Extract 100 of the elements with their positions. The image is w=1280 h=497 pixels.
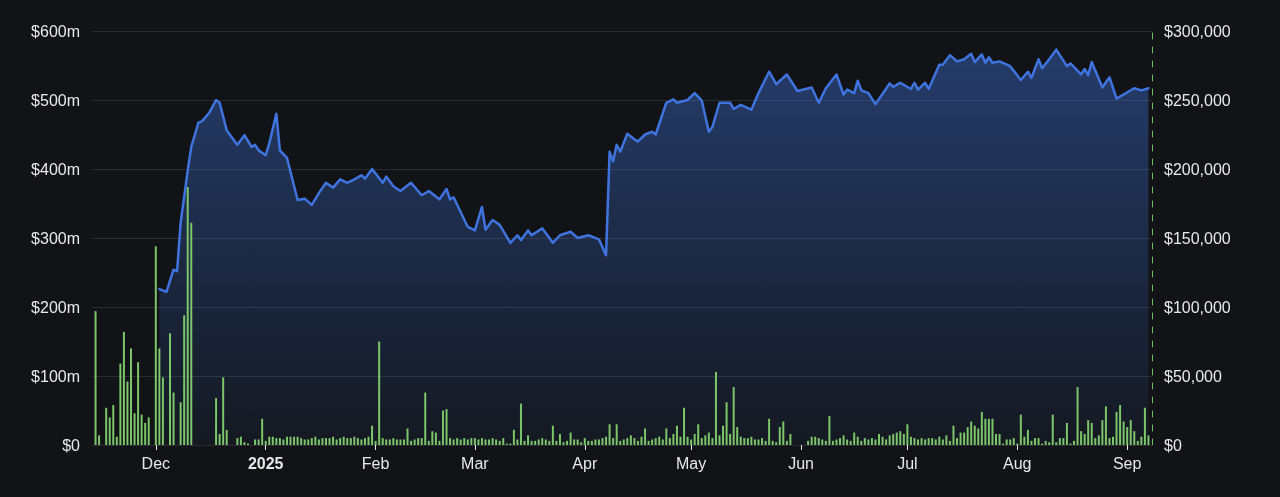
bar bbox=[328, 438, 331, 445]
bar bbox=[466, 439, 469, 445]
bar bbox=[885, 439, 888, 445]
y-tick-label: $200m bbox=[31, 298, 80, 316]
bar bbox=[371, 425, 374, 445]
bar bbox=[633, 438, 636, 445]
bar bbox=[941, 439, 944, 445]
bar bbox=[264, 440, 267, 445]
bar bbox=[874, 439, 877, 445]
bar bbox=[909, 436, 912, 445]
bar bbox=[300, 438, 303, 445]
bar bbox=[495, 439, 498, 445]
y-tick-label: $600m bbox=[31, 22, 80, 40]
bar bbox=[289, 436, 292, 445]
bar bbox=[608, 424, 611, 445]
bar bbox=[1136, 440, 1139, 445]
bar bbox=[732, 387, 735, 445]
bar bbox=[757, 439, 760, 445]
bar bbox=[356, 438, 359, 445]
bar bbox=[236, 438, 239, 445]
bar bbox=[1112, 436, 1114, 445]
bar bbox=[587, 440, 590, 445]
bar bbox=[282, 439, 285, 445]
bar bbox=[147, 417, 150, 445]
bar bbox=[1005, 439, 1008, 445]
bar bbox=[1012, 438, 1015, 445]
bar bbox=[938, 436, 941, 445]
bar bbox=[519, 403, 522, 445]
bar bbox=[870, 438, 873, 445]
bar bbox=[541, 438, 544, 445]
bar bbox=[459, 439, 462, 445]
bar bbox=[137, 362, 140, 445]
bar bbox=[704, 435, 707, 445]
bar bbox=[924, 439, 927, 445]
bar bbox=[154, 246, 157, 445]
bar bbox=[920, 438, 923, 445]
bar bbox=[94, 311, 97, 445]
x-tick-label: Feb bbox=[361, 454, 390, 472]
y2-tick-label: $300,000 bbox=[1164, 22, 1231, 40]
bar bbox=[1037, 438, 1040, 445]
bar bbox=[339, 438, 342, 445]
bar bbox=[491, 438, 494, 445]
bar bbox=[580, 442, 583, 445]
bar bbox=[856, 436, 859, 445]
bar bbox=[434, 432, 437, 445]
bar bbox=[445, 409, 448, 445]
bar bbox=[1065, 422, 1068, 445]
x-tick-label: Mar bbox=[461, 454, 490, 472]
bar bbox=[945, 435, 948, 445]
bar bbox=[551, 425, 554, 445]
bar bbox=[1087, 420, 1090, 445]
bar bbox=[683, 407, 686, 445]
bar bbox=[1019, 414, 1022, 445]
bar bbox=[314, 436, 317, 445]
bar bbox=[388, 439, 391, 445]
bar bbox=[1104, 406, 1107, 445]
bar bbox=[782, 421, 785, 445]
bar bbox=[215, 398, 218, 445]
bar bbox=[640, 436, 643, 445]
bar bbox=[629, 435, 632, 445]
bar bbox=[714, 371, 717, 445]
y2-tick-label: $50,000 bbox=[1164, 367, 1222, 385]
bar bbox=[931, 438, 934, 445]
bar bbox=[527, 435, 530, 445]
bar bbox=[1009, 439, 1012, 445]
bar bbox=[956, 438, 959, 445]
bar bbox=[122, 331, 125, 445]
bar bbox=[353, 436, 356, 445]
bar bbox=[594, 439, 597, 445]
bar bbox=[406, 428, 409, 445]
bar bbox=[672, 433, 675, 445]
bar bbox=[1140, 436, 1143, 445]
bar bbox=[576, 439, 579, 445]
bar bbox=[452, 439, 455, 445]
bar bbox=[700, 438, 703, 445]
bar bbox=[998, 433, 1001, 445]
bar bbox=[537, 439, 540, 445]
bar bbox=[597, 439, 600, 445]
bar bbox=[644, 428, 647, 445]
bar bbox=[615, 424, 618, 445]
bar bbox=[1048, 442, 1051, 445]
bar bbox=[441, 410, 444, 445]
bar bbox=[548, 440, 551, 445]
bar bbox=[480, 438, 483, 445]
bar bbox=[647, 440, 650, 445]
x-tick-label: Apr bbox=[572, 454, 598, 472]
bar bbox=[853, 432, 856, 445]
x-tick-label: 2025 bbox=[247, 454, 284, 472]
bar bbox=[1062, 438, 1065, 445]
bar bbox=[690, 439, 693, 445]
y2-tick-label: $200,000 bbox=[1164, 160, 1231, 178]
bar bbox=[739, 436, 742, 445]
bar bbox=[562, 442, 565, 445]
bar bbox=[172, 392, 175, 445]
y-tick-label: $300m bbox=[31, 229, 80, 247]
bar bbox=[814, 436, 817, 445]
bar bbox=[987, 418, 990, 445]
bar bbox=[725, 402, 728, 445]
x-tick-label: Jul bbox=[897, 454, 918, 472]
y-tick-label: $0 bbox=[62, 436, 81, 454]
